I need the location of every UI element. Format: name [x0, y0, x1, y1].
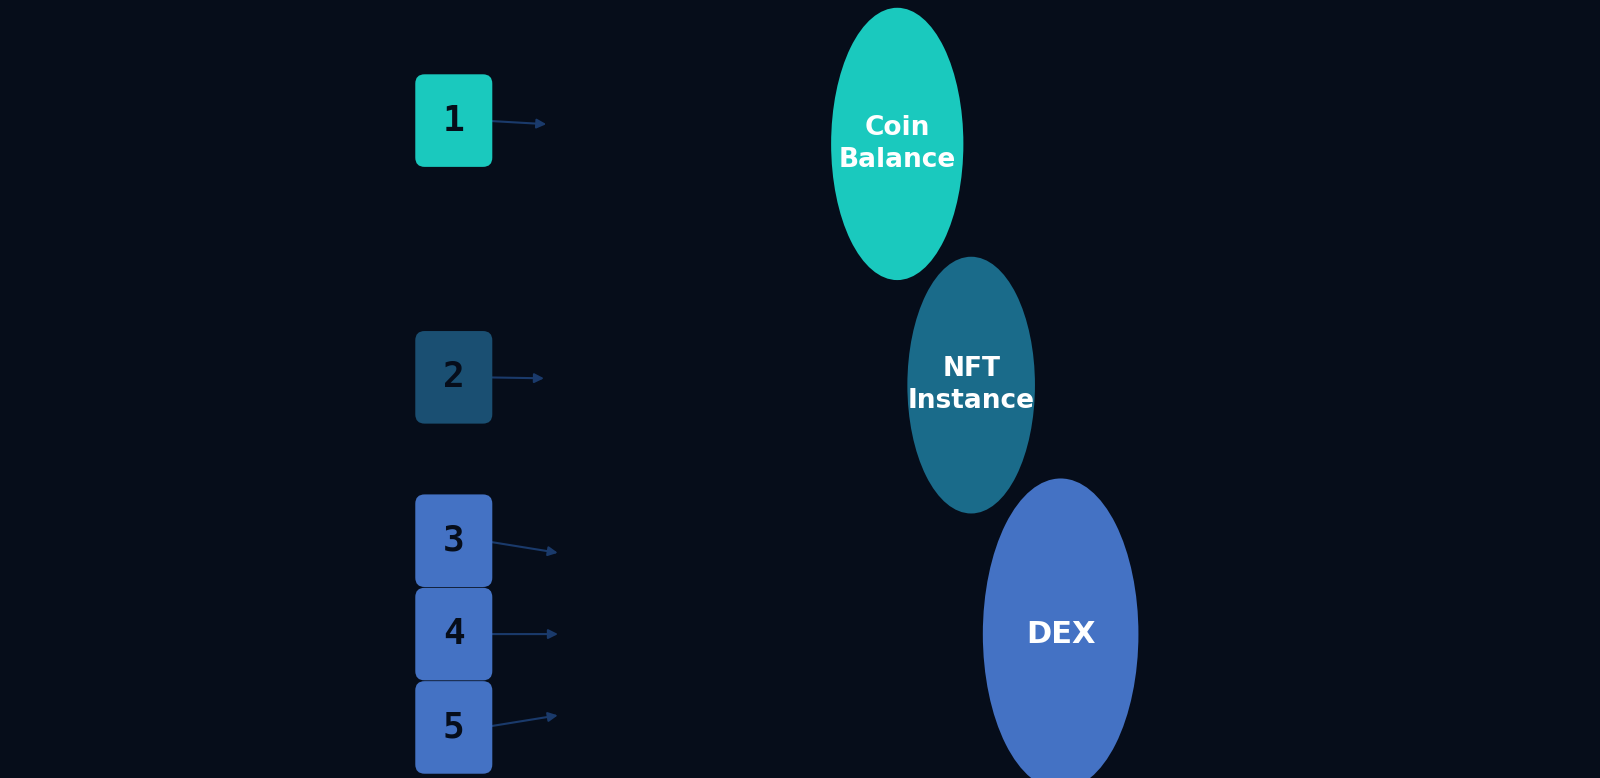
Text: 3: 3 — [443, 524, 464, 558]
Text: 1: 1 — [443, 103, 464, 138]
Ellipse shape — [907, 257, 1035, 513]
FancyBboxPatch shape — [416, 495, 493, 587]
Text: Coin
Balance: Coin Balance — [838, 115, 955, 173]
Text: NFT
Instance: NFT Instance — [907, 356, 1035, 414]
Text: 4: 4 — [443, 617, 464, 651]
Text: 5: 5 — [443, 710, 464, 745]
Ellipse shape — [982, 478, 1139, 778]
FancyBboxPatch shape — [416, 588, 493, 680]
Text: DEX: DEX — [1026, 619, 1096, 649]
FancyBboxPatch shape — [416, 331, 493, 423]
Ellipse shape — [830, 8, 963, 280]
Text: 2: 2 — [443, 360, 464, 394]
FancyBboxPatch shape — [416, 682, 493, 773]
FancyBboxPatch shape — [416, 75, 493, 167]
